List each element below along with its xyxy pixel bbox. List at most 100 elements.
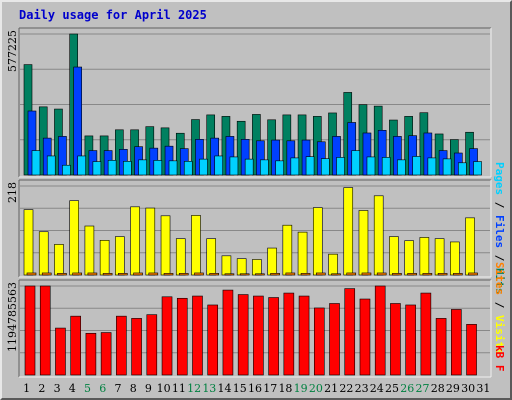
bar-kb-f: [176, 297, 188, 376]
bar-pages: [351, 150, 361, 176]
bar-pages: [183, 161, 193, 176]
bar-kb-f: [268, 297, 279, 376]
day-label: 1: [23, 382, 30, 395]
bar-pages: [244, 158, 254, 176]
bar-pages: [473, 161, 482, 176]
bar-pages: [366, 156, 376, 176]
day-label: 5: [84, 382, 91, 395]
bar-sites: [224, 273, 235, 276]
day-label: 2: [38, 382, 45, 395]
bar-pages: [153, 160, 163, 176]
bar-pages: [107, 160, 117, 176]
bar-visits: [99, 239, 110, 276]
bar-visits: [69, 200, 79, 276]
bar-sites: [87, 272, 98, 276]
bar-pages: [305, 156, 315, 176]
bar-pages: [123, 161, 132, 176]
legend-kbytes: kB F: [493, 345, 506, 372]
bar-pages: [229, 156, 239, 176]
day-label: 19: [294, 382, 308, 395]
bar-sites: [270, 273, 280, 276]
legend-files: Files: [493, 215, 506, 248]
bar-kb-f: [405, 304, 416, 376]
panel-hits-files-pages: 577225: [6, 27, 492, 178]
bar-sites: [376, 272, 387, 276]
bar-kb-f: [466, 324, 477, 376]
bar-visits: [221, 255, 232, 276]
bar-sites: [102, 273, 113, 276]
legend-hits: Hits: [493, 268, 506, 295]
bar-sites: [209, 273, 220, 276]
day-label: 10: [157, 382, 171, 395]
bar-kb-f: [298, 295, 310, 376]
bar-pages: [92, 161, 102, 176]
day-label: 17: [263, 382, 277, 395]
day-label: 9: [145, 382, 152, 395]
bar-sites: [178, 273, 189, 276]
y-max-label: 577225: [6, 30, 19, 72]
bar-visits: [343, 187, 354, 276]
bar-visits: [84, 225, 95, 276]
bar-visits: [115, 236, 125, 276]
bar-visits: [23, 209, 34, 276]
bar-pages: [397, 159, 406, 176]
bar-visits: [191, 215, 201, 276]
legend-separator: /: [493, 295, 506, 315]
bar-pages: [77, 155, 86, 176]
bar-kb-f: [283, 292, 295, 376]
day-label: 4: [69, 382, 76, 395]
bar-kb-f: [313, 307, 325, 376]
bar-visits: [419, 237, 430, 276]
y-max-label: 1194785563: [6, 282, 19, 352]
bar-visits: [175, 238, 186, 276]
bar-kb-f: [39, 285, 51, 376]
day-label: 15: [233, 382, 247, 395]
legend-pages: Pages: [493, 162, 506, 195]
legend-separator: /: [493, 248, 506, 268]
panel-kbytes: 1194785563: [6, 279, 492, 378]
bar-visits: [38, 231, 49, 276]
bar-visits: [450, 241, 460, 276]
bar-pages: [427, 157, 437, 176]
bar-pages: [46, 155, 56, 176]
day-label: 14: [218, 382, 232, 395]
bar-kb-f: [222, 289, 234, 376]
bar-visits: [252, 259, 262, 276]
bar-pages: [412, 156, 421, 176]
bar-visits: [236, 258, 247, 276]
bar-kb-f: [24, 285, 36, 376]
bar-visits: [297, 231, 308, 276]
bar-visits: [404, 240, 414, 276]
bar-sites: [422, 273, 433, 276]
bar-pages: [168, 160, 178, 176]
bar-visits: [328, 253, 338, 276]
bar-kb-f: [435, 318, 447, 376]
bar-visits: [312, 207, 323, 276]
bar-visits: [434, 238, 445, 276]
bar-sites: [453, 273, 463, 276]
day-label: 23: [355, 382, 369, 395]
bar-sites: [300, 273, 311, 276]
bar-kb-f: [390, 303, 401, 376]
bar-sites: [315, 272, 326, 276]
day-label: 12: [187, 382, 201, 395]
y-max-label: 218: [6, 182, 19, 203]
day-label: 22: [339, 382, 353, 395]
bar-sites: [255, 273, 265, 276]
bar-sites: [163, 273, 174, 276]
bar-visits: [206, 238, 217, 276]
legend-kbytes: kB F: [493, 345, 506, 372]
bar-pages: [458, 162, 467, 176]
bar-sites: [118, 273, 128, 276]
bar-kb-f: [55, 327, 66, 376]
bar-kb-f: [131, 318, 142, 376]
day-label: 21: [324, 382, 338, 395]
bar-sites: [468, 272, 478, 276]
bar-visits: [130, 206, 140, 276]
bar-sites: [194, 272, 204, 276]
bar-pages: [62, 164, 71, 176]
bar-pages: [138, 159, 147, 176]
day-label: 29: [446, 382, 460, 395]
legend-visits: Visits: [493, 315, 506, 355]
